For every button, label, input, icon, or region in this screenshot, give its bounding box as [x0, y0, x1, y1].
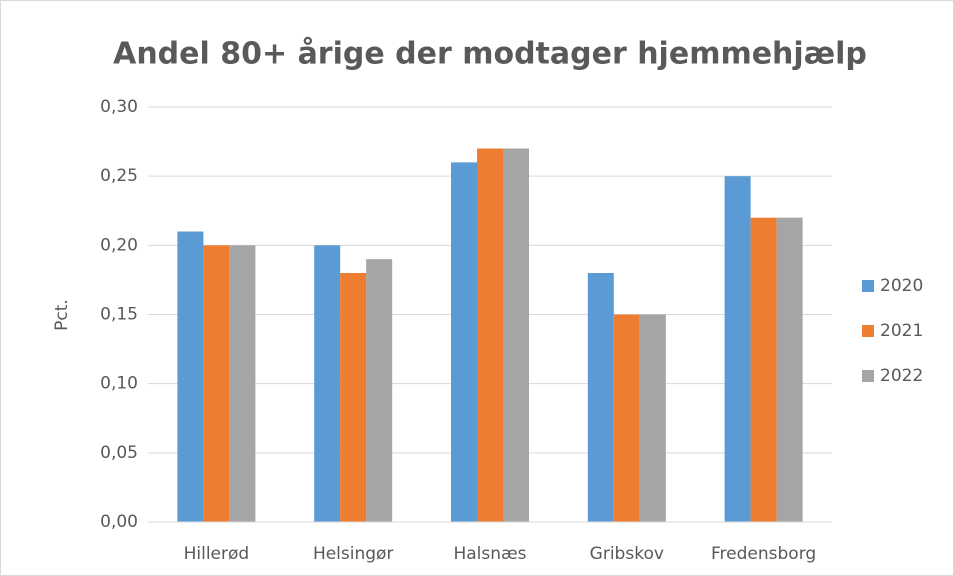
- bar: [587, 273, 614, 522]
- bar: [477, 148, 503, 522]
- bar: [203, 245, 230, 523]
- x-tick-label: Fredensborg: [711, 544, 816, 564]
- x-tick-label: Gribskov: [590, 544, 664, 564]
- y-tick-label: 0,10: [100, 374, 138, 394]
- bar: [750, 217, 777, 522]
- bar: [503, 148, 529, 522]
- y-tick-label: 0,25: [100, 166, 138, 186]
- bar: [314, 245, 341, 523]
- y-axis-label: Pct.: [52, 299, 72, 331]
- legend-swatch: [862, 325, 874, 337]
- bar: [776, 217, 803, 522]
- bar: [229, 245, 256, 523]
- x-tick-label: Halsnæs: [453, 544, 526, 564]
- bar: [177, 231, 204, 522]
- bar: [340, 273, 367, 522]
- bar: [639, 314, 666, 522]
- legend-swatch: [862, 370, 874, 382]
- bar: [451, 162, 477, 523]
- legend-label: 2021: [880, 321, 923, 341]
- chart-title: Andel 80+ årige der modtager hjemmehjælp: [113, 36, 867, 72]
- legend-swatch: [862, 280, 874, 292]
- y-tick-label: 0,30: [100, 97, 138, 117]
- bar: [613, 314, 640, 522]
- y-tick-label: 0,00: [100, 512, 138, 532]
- x-tick-label: Helsingør: [313, 544, 394, 564]
- y-tick-label: 0,15: [100, 305, 138, 325]
- y-tick-label: 0,05: [100, 443, 138, 463]
- y-tick-label: 0,20: [100, 235, 138, 255]
- bar: [724, 176, 751, 522]
- x-tick-label: Hillerød: [184, 544, 250, 564]
- legend-label: 2022: [880, 366, 923, 386]
- bar: [366, 259, 393, 522]
- legend-label: 2020: [880, 276, 923, 296]
